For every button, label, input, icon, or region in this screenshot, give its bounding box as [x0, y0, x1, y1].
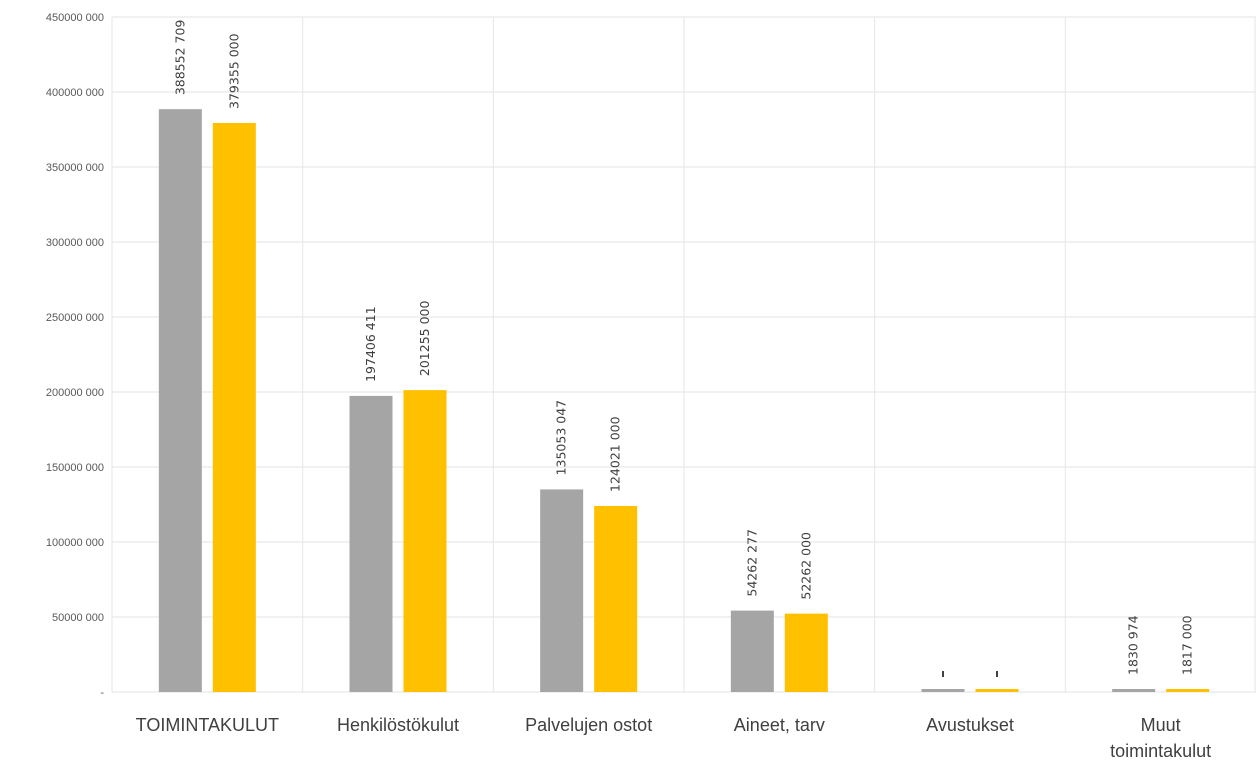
y-tick-label: 50000 000: [52, 612, 104, 624]
bars: [158, 109, 1210, 692]
x-tick-label: Avustukset: [926, 715, 1014, 735]
bar: [975, 689, 1019, 692]
data-label: 1817 000: [1180, 615, 1195, 675]
data-label: 54262 277: [744, 529, 759, 597]
bar: [1166, 689, 1210, 692]
data-labels: 388552 709 379355 000 197406 411 201255 000…: [172, 20, 1195, 677]
x-axis: TOIMINTAKULUT Henkilöstökulut Palvelujen o…: [136, 715, 1212, 761]
data-label: 379355 000: [226, 33, 241, 109]
x-tick-label: Henkilöstökulut: [337, 715, 459, 735]
y-tick-label: 350000 000: [46, 162, 104, 174]
bar: [158, 109, 202, 692]
y-tick-label: 100000 000: [46, 537, 104, 549]
y-tick-label: -: [100, 687, 104, 699]
bar: [784, 613, 828, 692]
data-label: 135053 047: [554, 400, 569, 476]
bar: [349, 395, 393, 692]
x-tick-label: Muut: [1141, 715, 1181, 735]
data-label: 201255 000: [417, 301, 432, 377]
y-tick-label: 150000 000: [46, 462, 104, 474]
bar: [540, 489, 584, 692]
data-label: 197406 411: [363, 306, 378, 382]
x-tick-label: Palvelujen ostot: [525, 715, 652, 735]
y-tick-label: 300000 000: [46, 237, 104, 249]
x-tick-label: toimintakulut: [1110, 741, 1211, 761]
bar: [594, 505, 638, 692]
x-tick-label: Aineet, tarv: [734, 715, 825, 735]
gridlines: [111, 16, 1256, 693]
data-label: 52262 000: [798, 532, 813, 600]
bar: [730, 610, 774, 692]
data-label: 124021 000: [608, 416, 623, 492]
y-tick-label: 450000 000: [46, 12, 104, 24]
bar: [921, 689, 965, 692]
data-label: 1830 974: [1126, 615, 1141, 675]
bar: [403, 390, 447, 692]
bar: [212, 122, 256, 692]
y-tick-label: 250000 000: [46, 312, 104, 324]
data-label: 388552 709: [172, 20, 187, 96]
y-tick-label: 400000 000: [46, 87, 104, 99]
x-tick-label: TOIMINTAKULUT: [136, 715, 279, 735]
bar: [1112, 689, 1156, 692]
y-tick-label: 200000 000: [46, 387, 104, 399]
y-axis: 450000 000 400000 000 350000 000 300000 000…: [46, 12, 104, 699]
